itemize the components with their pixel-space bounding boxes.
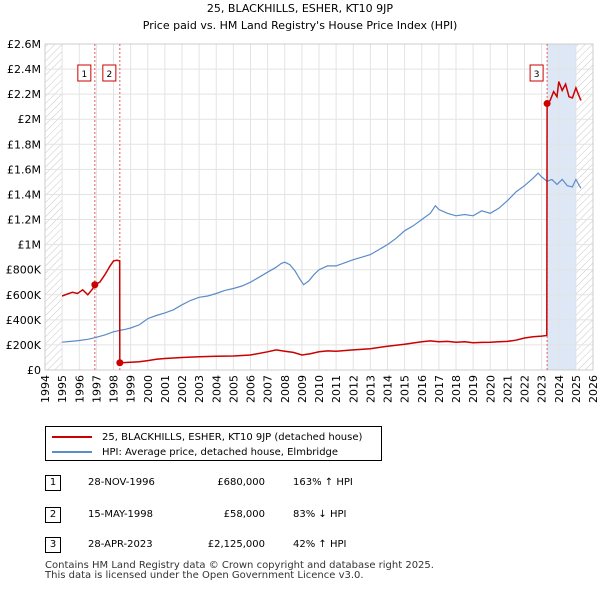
plot-area-frame [44,43,594,371]
y-tick-label: £2.2M [7,88,41,101]
y-tick-label: £800K [6,264,42,277]
x-tick-label: 2004 [210,375,223,403]
footer-attribution: Contains HM Land Registry data © Crown c… [45,561,434,581]
x-tick-label: 2007 [262,375,275,403]
transaction-row: 3 28-APR-2023 £2,125,000 42% ↑ HPI [45,537,565,553]
x-tick-label: 1994 [39,375,52,403]
transaction-row: 2 15-MAY-1998 £58,000 83% ↓ HPI [45,507,565,523]
transaction-number: 1 [45,475,61,491]
legend-item-hpi: HPI: Average price, detached house, Elmb… [52,445,338,459]
transaction-price: £2,125,000 [207,539,265,550]
sale-point [91,281,99,289]
x-tick-label: 2001 [159,375,172,403]
y-tick-label: £2M [18,113,42,126]
x-tick-label: 1998 [108,375,121,403]
y-tick-label: £1.4M [7,188,41,201]
sale-label: 1 [77,64,92,82]
y-tick-label: £2.6M [7,38,41,51]
sale-label-text: 2 [106,70,112,80]
x-tick-label: 2010 [313,375,326,403]
legend: 25, BLACKHILLS, ESHER, KT10 9JP (detache… [45,426,382,461]
y-tick-label: £0 [27,364,41,377]
y-tick-label: £600K [6,289,42,302]
x-tick-label: 1999 [125,375,138,403]
footer-licence: This data is licensed under the Open Gov… [45,570,364,581]
chart-subtitle: Price paid vs. HM Land Registry's House … [143,19,458,32]
x-tick-label: 2009 [296,375,309,403]
price-chart: 25, BLACKHILLS, ESHER, KT10 9JP Price pa… [6,2,600,403]
post-sale-shaded-region [547,44,576,370]
x-tick-label: 2011 [330,375,343,403]
y-tick-label: £200K [6,339,42,352]
hatched-region [575,44,593,370]
hpi-series-line [62,172,582,343]
x-tick-label: 1997 [90,375,103,403]
sale-label-box [77,64,92,82]
x-tick-label: 2018 [450,375,463,403]
x-tick-label: 2015 [399,375,412,403]
x-tick-label: 2002 [176,375,189,403]
x-tick-label: 2012 [347,375,360,403]
x-tick-label: 2014 [382,375,395,403]
x-tick-label: 2023 [536,375,549,403]
x-tick-label: 2020 [484,375,497,403]
x-tick-label: 2016 [416,375,429,403]
sale-label-box [529,64,544,82]
y-tick-label: £1.8M [7,138,41,151]
y-tick-label: £1M [18,239,42,252]
x-tick-label: 2021 [501,375,514,403]
y-tick-label: £1.6M [7,163,41,176]
x-tick-label: 2000 [142,375,155,403]
x-tick-label: 1995 [56,375,69,403]
footer-copyright: Contains HM Land Registry data © Crown c… [45,560,434,571]
y-tick-label: £1.2M [7,214,41,227]
transaction-number: 2 [45,507,61,523]
sale-point [116,359,124,367]
transaction-row: 1 28-NOV-1996 £680,000 163% ↑ HPI [45,475,565,491]
hatched-region [45,44,63,370]
transaction-hpi: 163% ↑ HPI [293,477,353,488]
sale-label-text: 3 [534,70,540,80]
price-paid-series-line [61,81,582,364]
legend-swatch-property [52,436,92,438]
transaction-date: 28-APR-2023 [88,539,153,550]
sale-label: 2 [102,64,117,82]
legend-label-hpi: HPI: Average price, detached house, Elmb… [102,446,339,458]
y-tick-label: £400K [6,314,42,327]
transaction-number: 3 [45,537,61,553]
legend-label-property: 25, BLACKHILLS, ESHER, KT10 9JP (detache… [102,431,363,443]
x-tick-label: 2025 [570,375,583,403]
transaction-date: 28-NOV-1996 [88,477,155,488]
x-tick-label: 2024 [553,375,566,403]
sale-label-text: 1 [81,70,87,80]
y-tick-label: £2.4M [7,63,41,76]
x-tick-label: 2013 [364,375,377,403]
sale-label-box [102,64,117,82]
transaction-price: £680,000 [217,477,265,488]
transaction-hpi: 83% ↓ HPI [293,509,347,520]
legend-swatch-hpi [52,451,92,453]
x-tick-label: 2019 [467,375,480,403]
x-tick-label: 1996 [73,375,86,403]
transaction-date: 15-MAY-1998 [88,509,154,520]
x-tick-label: 2006 [245,375,258,403]
transaction-price: £58,000 [223,509,265,520]
chart-title: 25, BLACKHILLS, ESHER, KT10 9JP [207,2,393,15]
x-tick-label: 2017 [433,375,446,403]
x-tick-label: 2005 [227,375,240,403]
sale-label: 3 [529,64,544,82]
transaction-hpi: 42% ↑ HPI [293,539,347,550]
x-tick-label: 2026 [587,375,600,403]
x-tick-label: 2003 [193,375,206,403]
x-tick-label: 2022 [519,375,532,403]
legend-item-property: 25, BLACKHILLS, ESHER, KT10 9JP (detache… [52,430,362,444]
sale-point [543,100,551,108]
x-tick-label: 2008 [279,375,292,403]
